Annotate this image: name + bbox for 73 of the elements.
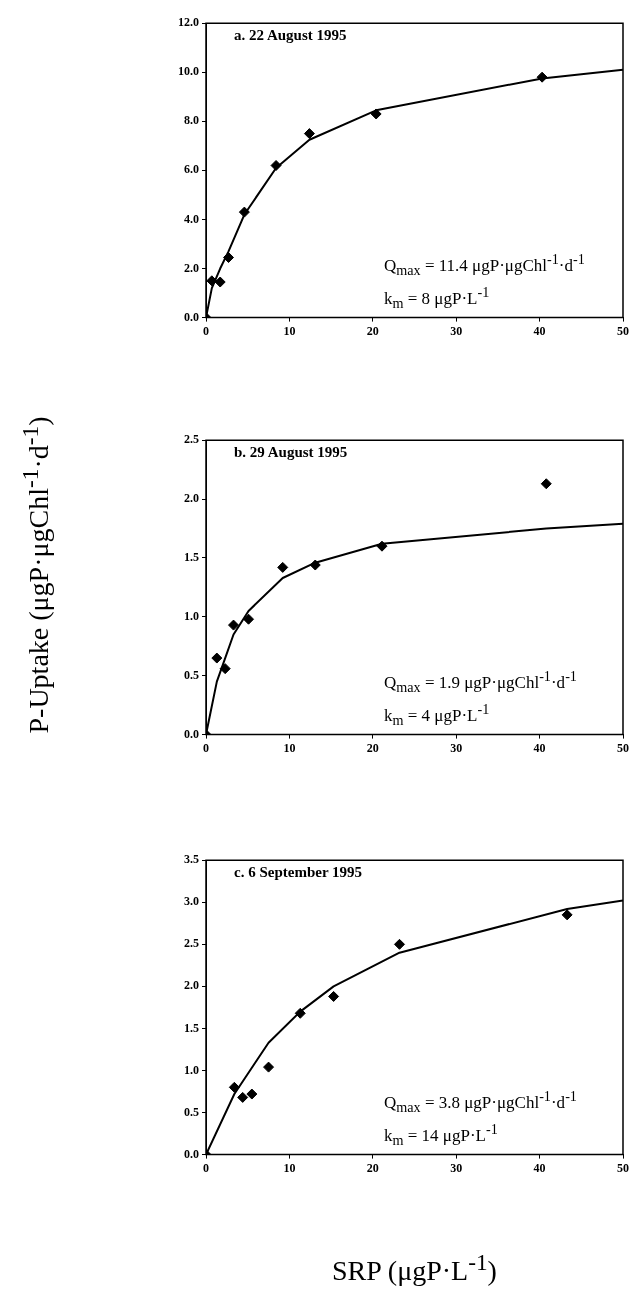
annotation: Q$_{max}$ = 1.9 μgP·μgChl$^{-1}$·d$^{-1}$: [384, 667, 577, 698]
annotation: Q$_{max}$ = 11.4 μgP·μgChl$^{-1}$·d$^{-1}$: [384, 250, 585, 281]
x-tick-label: 0: [203, 323, 209, 338]
chart-title: c. 6 September 1995: [234, 864, 363, 881]
y-tick-label: 0.0: [184, 1146, 199, 1161]
x-tick-label: 40: [533, 323, 546, 338]
y-tick-label: 0.0: [184, 309, 199, 324]
point: [561, 909, 573, 921]
annotation: k$_{m}$ = 4 μgP·L$^{-1}$: [384, 700, 491, 731]
x-tick-label: 0: [203, 740, 209, 755]
y-tick-label: 1.0: [184, 608, 199, 623]
point: [536, 71, 548, 83]
annotation: k$_{m}$ = 8 μgP·L$^{-1}$: [384, 283, 491, 314]
y-tick-label: 10.0: [178, 64, 199, 79]
y-tick-label: 2.0: [184, 491, 199, 506]
chart-title: b. 29 August 1995: [234, 444, 348, 461]
y-tick-label: 0.5: [184, 667, 199, 682]
x-tick-label: 40: [533, 740, 546, 755]
y-tick-label: 3.0: [184, 894, 199, 909]
point: [294, 1007, 306, 1019]
x-tick-label: 30: [450, 1160, 463, 1175]
x-tick-label: 20: [366, 740, 379, 755]
point: [228, 1081, 240, 1093]
y-tick-label: 1.0: [184, 1062, 199, 1077]
y-tick-label: 0.5: [184, 1104, 199, 1119]
point: [223, 251, 235, 263]
y-tick-label: 2.5: [184, 432, 199, 447]
y-tick-label: 2.5: [184, 936, 199, 951]
point: [370, 108, 382, 120]
point: [540, 478, 552, 490]
point: [211, 652, 223, 664]
y-tick-label: 2.0: [184, 978, 199, 993]
point: [214, 276, 226, 288]
y-tick-label: 12.0: [178, 15, 199, 30]
point: [393, 938, 405, 950]
y-tick-label: 2.0: [184, 260, 199, 275]
x-tick-label: 10: [283, 323, 296, 338]
x-tick-label: 20: [366, 1160, 379, 1175]
y-tick-label: 8.0: [184, 113, 199, 128]
x-tick-label: 10: [283, 1160, 296, 1175]
x-tick-label: 40: [533, 1160, 546, 1175]
x-tick-label: 0: [203, 1160, 209, 1175]
x-axis-title: SRP (μgP·L$^{-1}$): [331, 1249, 498, 1288]
x-tick-label: 10: [283, 740, 296, 755]
point: [376, 540, 388, 552]
y-tick-label: 6.0: [184, 162, 199, 177]
point: [270, 159, 282, 171]
point: [228, 619, 240, 631]
point: [309, 559, 321, 571]
chart-title: a. 22 August 1995: [234, 27, 347, 44]
annotation: Q$_{max}$ = 3.8 μgP·μgChl$^{-1}$·d$^{-1}$: [384, 1087, 577, 1118]
y-tick-label: 1.5: [184, 1020, 199, 1035]
y-tick-label: 0.0: [184, 726, 199, 741]
annotation: k$_{m}$ = 14 μgP·L$^{-1}$: [384, 1120, 499, 1151]
point: [277, 561, 289, 573]
point: [243, 613, 255, 625]
x-tick-label: 50: [617, 323, 629, 338]
y-tick-label: 3.5: [184, 852, 199, 867]
x-tick-label: 50: [617, 1160, 629, 1175]
x-tick-label: 30: [450, 740, 463, 755]
y-tick-label: 4.0: [184, 211, 199, 226]
point: [263, 1061, 275, 1073]
point: [237, 1091, 249, 1103]
x-tick-label: 20: [366, 323, 379, 338]
point: [206, 275, 218, 287]
point: [328, 990, 340, 1002]
point: [303, 128, 315, 140]
x-tick-label: 30: [450, 323, 463, 338]
point: [246, 1088, 258, 1100]
x-tick-label: 50: [617, 740, 629, 755]
y-tick-label: 1.5: [184, 550, 199, 565]
point: [219, 663, 231, 675]
point: [238, 206, 250, 218]
